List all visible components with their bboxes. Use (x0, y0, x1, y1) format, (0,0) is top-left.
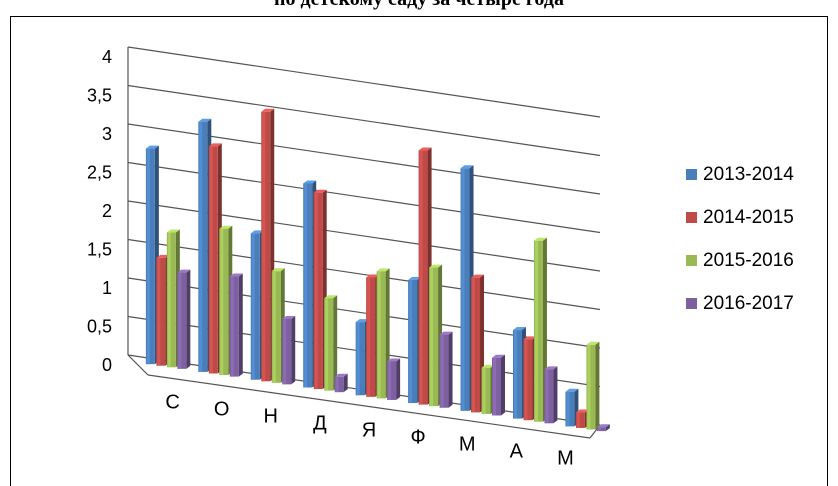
y-axis-ticks: 0 0,5 1 1,5 2 2,5 3 3,5 4 (87, 47, 112, 375)
chart-frame (10, 16, 828, 486)
bar (544, 366, 558, 424)
category-label: С (165, 392, 179, 414)
category-label: М (459, 434, 476, 456)
x-axis-categories: С О Н Д Я Ф М А М (165, 392, 573, 470)
floor-edge (127, 354, 149, 376)
legend: 2013-2014 2014-2015 2015-2016 2016-2017 (686, 164, 794, 314)
y-tick-label: 4 (102, 47, 112, 67)
y-tick-label: 1 (102, 278, 112, 298)
category-label: Я (362, 420, 376, 442)
bar (229, 273, 243, 377)
legend-item: 2014-2015 (686, 207, 794, 228)
legend-swatch (686, 298, 697, 309)
bar (334, 373, 348, 393)
y-tick-label: 0,5 (87, 317, 112, 337)
gridline (127, 46, 601, 118)
bars (145, 108, 610, 432)
category-label: М (557, 448, 574, 470)
y-tick-label: 2,5 (87, 163, 112, 183)
y-tick-label: 3 (102, 124, 112, 144)
legend-label: 2016-2017 (703, 293, 794, 314)
bar (387, 358, 401, 400)
legend-item: 2016-2017 (686, 293, 794, 314)
bar (586, 341, 600, 430)
legend-swatch (686, 212, 697, 223)
bar (177, 269, 191, 369)
bar (282, 315, 296, 385)
legend-item: 2015-2016 (686, 250, 794, 271)
legend-item: 2013-2014 (686, 164, 794, 185)
bar (324, 295, 338, 391)
y-tick-label: 2 (102, 201, 112, 221)
bar (439, 331, 453, 408)
category-label: Д (313, 413, 327, 435)
legend-label: 2015-2016 (703, 250, 794, 271)
gridline (127, 84, 601, 157)
y-tick-label: 3,5 (87, 86, 112, 106)
bar (596, 424, 610, 432)
category-label: Ф (411, 427, 426, 449)
y-tick-label: 0 (102, 355, 112, 375)
bar (492, 354, 505, 416)
category-label: А (510, 441, 524, 463)
category-label: О (214, 399, 230, 421)
legend-label: 2014-2015 (703, 207, 794, 228)
legend-swatch (686, 169, 697, 180)
y-tick-label: 1,5 (87, 240, 112, 260)
legend-swatch (686, 255, 697, 266)
chart-title: по детскому саду за четыре года (0, 0, 838, 11)
legend-label: 2013-2014 (703, 164, 794, 185)
floor-front (147, 374, 591, 439)
category-label: Н (264, 406, 278, 428)
